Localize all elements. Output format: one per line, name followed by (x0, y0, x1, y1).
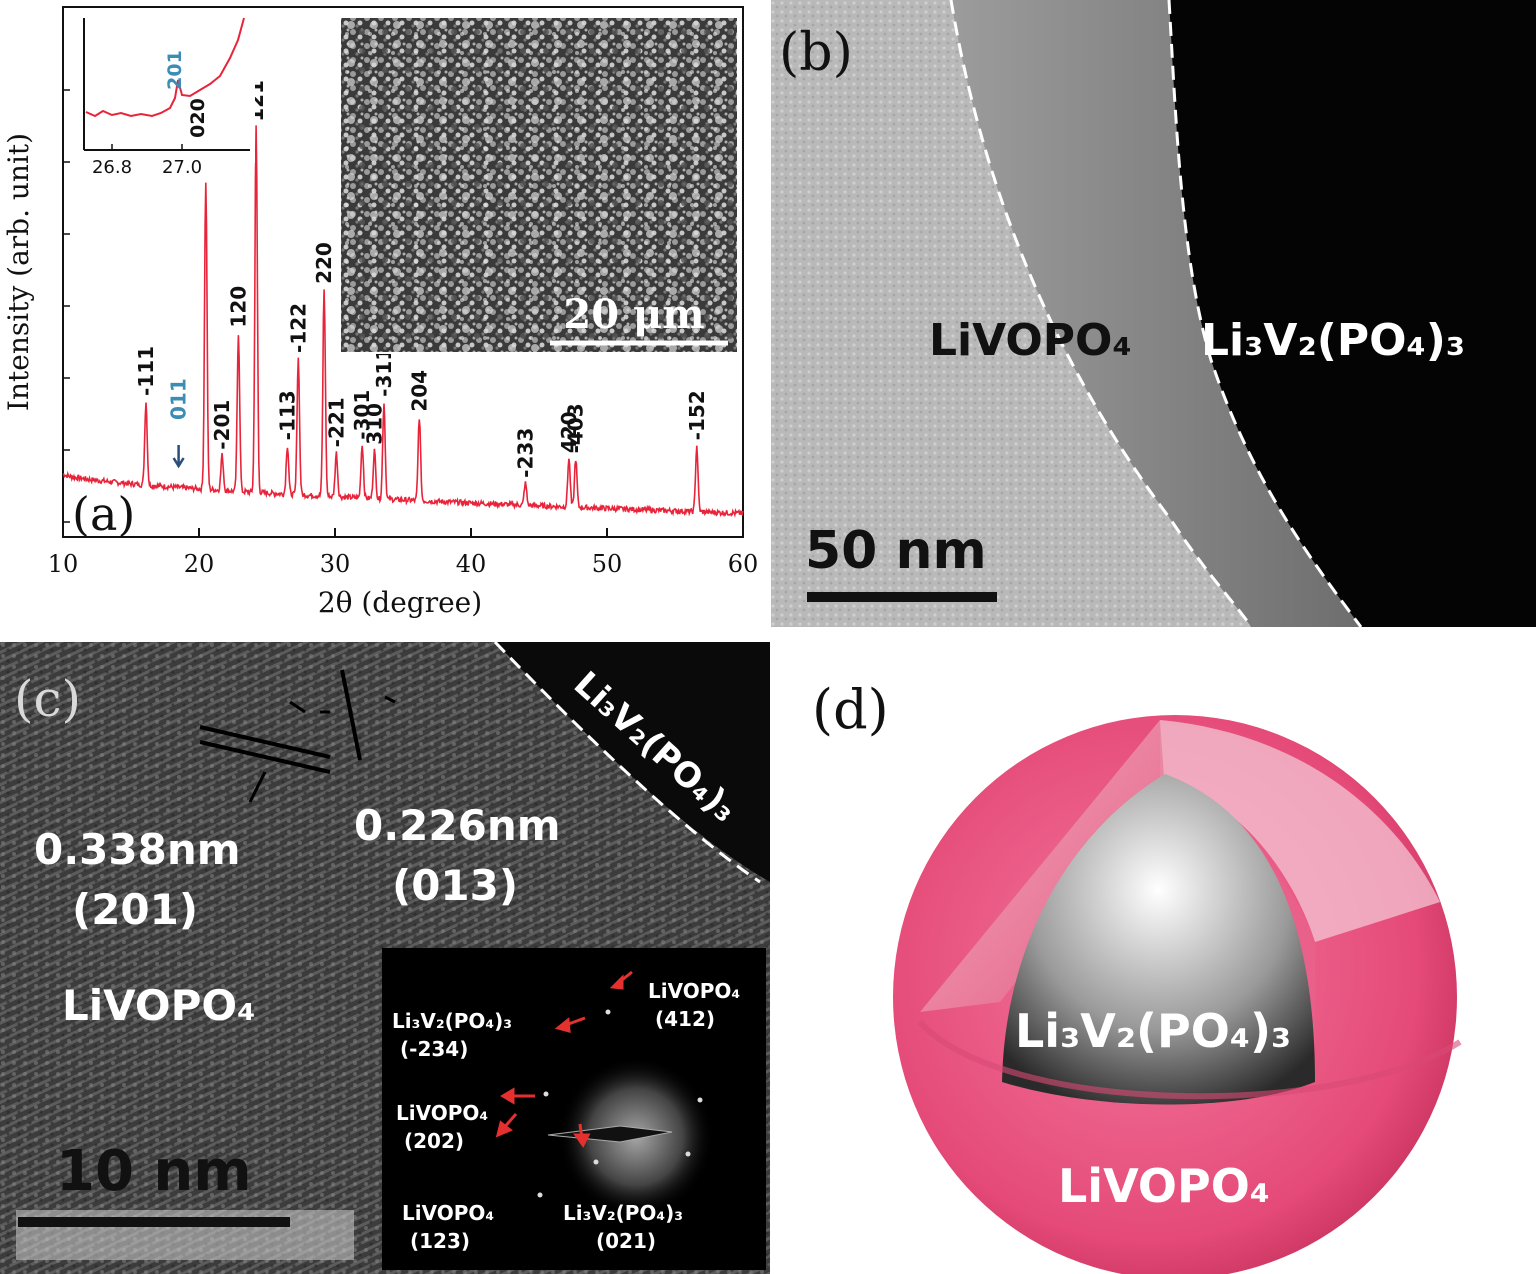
saed-label-3-name: LiVOPO₄ (396, 1101, 488, 1125)
x-tick-label: 30 (320, 550, 351, 578)
panel-a-label: (a) (72, 487, 135, 541)
panel-b-scale-label: 50 nm (805, 521, 987, 581)
peak-label-220: 220 (312, 242, 336, 284)
saed-label-2-plane: (-234) (400, 1037, 468, 1061)
xrd-panel: 10 20 30 40 50 60 -111 011 -201 120 121 -113 -122 22… (0, 0, 760, 630)
peak-label-neg113: -113 (275, 390, 299, 440)
hrtem-panel-c: (c) Li₃V₂(PO₄)₃ 0.338nm (201) 0.226nm (0… (0, 642, 770, 1274)
peak-arrow-011 (172, 445, 185, 469)
saed-label-4-plane: (123) (410, 1229, 470, 1253)
x-tick-label: 10 (48, 550, 79, 578)
inset-label-020: 020 (187, 98, 209, 138)
livopo4-region-label: LiVOPO₄ (929, 315, 1132, 366)
d-spacing-2-plane: (013) (392, 861, 518, 910)
phase-label: LiVOPO₄ (62, 981, 256, 1030)
peak-label-neg201: -201 (210, 400, 234, 450)
d-spacing-1: 0.338nm (34, 825, 241, 874)
peak-label-neg152: -152 (685, 390, 709, 440)
x-tick-label: 40 (456, 550, 487, 578)
panel-b-label: (b) (779, 23, 853, 83)
inset-x-tick-2: 27.0 (162, 157, 202, 178)
xrd-series-line (62, 125, 744, 518)
x-tick-label: 50 (592, 550, 623, 578)
saed-label-1-name: LiVOPO₄ (648, 979, 740, 1003)
saed-label-4-name: LiVOPO₄ (402, 1201, 494, 1225)
peak-label-011: 011 (167, 378, 191, 420)
inset-x-tick-1: 26.8 (92, 157, 132, 178)
hrtem-image-c: (c) Li₃V₂(PO₄)₃ 0.338nm (201) 0.226nm (0… (0, 642, 770, 1274)
peak-label-neg111: -111 (134, 346, 158, 396)
schematic-panel-d: (d) Li₃V₂(PO₄)₃ LiVOPO₄ (770, 642, 1536, 1274)
saed-label-5-plane: (021) (596, 1229, 656, 1253)
x-axis-label: 2θ (degree) (318, 586, 482, 619)
y-axis-label: Intensity (arb. unit) (2, 133, 35, 411)
peak-label-204: 204 (407, 370, 431, 412)
saed-label-2-name: Li₃V₂(PO₄)₃ (392, 1009, 512, 1033)
tem-image-b: (b) LiVOPO₄ Li₃V₂(PO₄)₃ 50 nm (771, 0, 1536, 627)
peak-label-neg221: -221 (324, 397, 348, 447)
peak-label-neg233: -233 (513, 428, 537, 478)
sem-scale-label: 20 μm (563, 291, 704, 338)
xrd-chart: 10 20 30 40 50 60 -111011-201120121-113-12222… (2, 6, 759, 619)
peak-label-120: 120 (226, 286, 250, 328)
lattice-measurement-marks (199, 669, 396, 803)
panel-b-scale-bar (807, 592, 997, 602)
shell-label: LiVOPO₄ (1058, 1159, 1270, 1213)
inset-background (82, 16, 255, 163)
core-label: Li₃V₂(PO₄)₃ (1015, 1004, 1291, 1058)
tem-panel-b: (b) LiVOPO₄ Li₃V₂(PO₄)₃ 50 nm (771, 0, 1536, 627)
peak-label-310: 310 (362, 403, 386, 445)
panel-c-scale-bar (18, 1217, 290, 1227)
d-spacing-2: 0.226nm (354, 801, 561, 850)
peak-label-neg122: -122 (286, 303, 310, 353)
plot-frame (62, 6, 744, 538)
peak-label-420: 420 (557, 411, 581, 453)
saed-label-3-plane: (202) (404, 1129, 464, 1153)
x-tick-label: 20 (184, 550, 215, 578)
peak-label-neg301: -301 (350, 390, 374, 440)
peak-label-neg311: -311 (372, 347, 396, 397)
inset-label-201: 201 (164, 50, 186, 90)
peak-label-neg403: -403 (564, 403, 588, 453)
core-shell-schematic: (d) Li₃V₂(PO₄)₃ LiVOPO₄ (812, 678, 1462, 1274)
panel-d-label: (d) (812, 678, 889, 741)
inset-series-line (85, 17, 245, 118)
saed-label-5-name: Li₃V₂(PO₄)₃ (563, 1201, 683, 1225)
li3v2po43-region-label: Li₃V₂(PO₄)₃ (1201, 315, 1465, 366)
x-tick-label: 60 (728, 550, 759, 578)
sem-inset-image: 20 μm (339, 16, 739, 354)
saed-inset: LiVOPO₄ (412) Li₃V₂(PO₄)₃ (-234) LiVOPO₄… (382, 948, 766, 1270)
d-spacing-1-plane: (201) (72, 885, 198, 934)
saed-label-1-plane: (412) (655, 1007, 715, 1031)
panel-c-scale-label: 10 nm (56, 1139, 252, 1204)
panel-c-label: (c) (14, 670, 81, 728)
